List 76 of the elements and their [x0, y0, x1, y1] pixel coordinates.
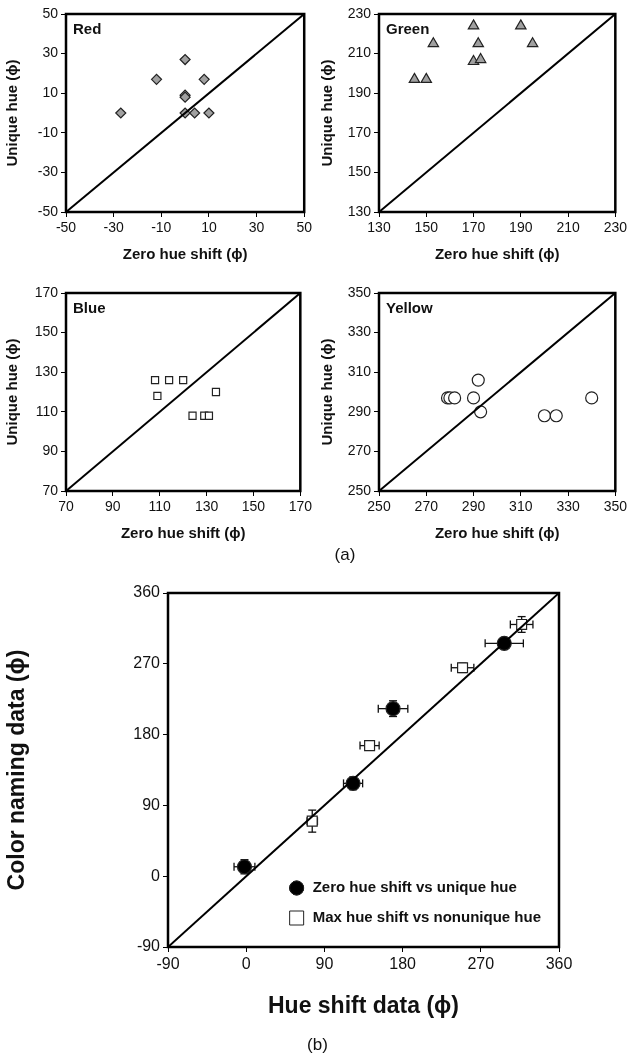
chart-title: Green — [386, 19, 430, 37]
y-tick-label: 230 — [347, 4, 372, 21]
y-tick-label: 0 — [151, 866, 161, 884]
y-tick-label: 250 — [347, 481, 372, 498]
x-tick-label: 360 — [545, 955, 573, 973]
y-tick-label: 150 — [34, 323, 59, 340]
chart-title: Red — [73, 19, 102, 37]
y-tick-label: 90 — [42, 442, 59, 459]
x-tick-label: 0 — [241, 955, 251, 973]
x-tick-label: 330 — [556, 498, 580, 515]
y-tick-label: 290 — [347, 402, 372, 419]
y-axis-title: Unique hue (ϕ) — [3, 338, 21, 446]
x-tick-label: -30 — [103, 219, 124, 236]
legend-label: Max hue shift vs nonunique hue — [312, 908, 542, 926]
y-tick-label: 270 — [347, 442, 372, 459]
y-axis-title: Unique hue (ϕ) — [3, 59, 21, 167]
y-tick-label: 190 — [347, 84, 372, 101]
x-axis-title: Zero hue shift (ϕ) — [434, 524, 560, 542]
x-axis-title: Hue shift data (ϕ) — [267, 991, 460, 1018]
x-axis-title: Zero hue shift (ϕ) — [122, 245, 248, 263]
y-tick-label: 170 — [34, 283, 59, 300]
y-axis-title: Unique hue (ϕ) — [318, 59, 336, 167]
chart-title: Yellow — [386, 298, 434, 316]
x-tick-label: 180 — [389, 955, 417, 973]
y-tick-label: 130 — [34, 363, 59, 380]
x-tick-label: 350 — [603, 498, 628, 515]
x-tick-label: 150 — [241, 498, 266, 515]
y-tick-label: -30 — [37, 163, 59, 180]
x-tick-label: 170 — [461, 219, 486, 236]
text: (b) — [306, 1035, 329, 1055]
x-axis-title: Zero hue shift (ϕ) — [120, 524, 246, 542]
x-tick-label: 210 — [556, 219, 580, 236]
x-tick-label: 290 — [461, 498, 486, 515]
y-tick-label: -10 — [37, 123, 59, 140]
y-tick-label: 50 — [42, 4, 59, 21]
x-tick-label: 30 — [248, 219, 265, 236]
y-tick-label: 170 — [347, 123, 372, 140]
x-tick-label: 150 — [414, 219, 439, 236]
y-tick-label: 270 — [133, 654, 161, 672]
y-tick-label: 70 — [42, 481, 59, 498]
y-tick-label: 90 — [142, 795, 161, 813]
y-tick-label: 210 — [347, 44, 372, 61]
y-tick-label: 10 — [42, 84, 59, 101]
x-tick-label: 250 — [367, 498, 391, 515]
x-tick-label: -50 — [55, 219, 77, 236]
x-tick-label: 50 — [296, 219, 313, 236]
x-tick-label: 130 — [367, 219, 391, 236]
y-tick-label: -90 — [136, 937, 161, 955]
y-axis-title: Color naming data (ϕ) — [3, 649, 30, 891]
x-tick-label: 90 — [315, 955, 334, 973]
x-tick-label: 270 — [414, 498, 439, 515]
y-tick-label: 30 — [42, 44, 59, 61]
y-tick-label: 150 — [347, 163, 372, 180]
x-tick-label: 10 — [201, 219, 217, 236]
y-tick-label: -50 — [37, 202, 59, 219]
y-tick-label: 350 — [347, 283, 372, 300]
y-tick-label: 110 — [35, 402, 59, 419]
x-tick-label: 90 — [105, 498, 121, 515]
legend-label: Zero hue shift vs unique hue — [312, 878, 517, 896]
x-tick-label: 170 — [288, 498, 313, 515]
x-tick-label: 270 — [467, 955, 495, 973]
y-tick-label: 330 — [347, 323, 372, 340]
y-tick-label: 360 — [133, 583, 161, 601]
y-tick-label: 130 — [347, 202, 372, 219]
text: (a) — [333, 545, 357, 565]
chart-title: Blue — [73, 298, 106, 316]
x-axis-title: Zero hue shift (ϕ) — [434, 245, 560, 263]
x-tick-label: 190 — [509, 219, 533, 236]
x-tick-label: -90 — [156, 955, 180, 973]
y-axis-title: Unique hue (ϕ) — [318, 338, 336, 446]
y-tick-label: 310 — [347, 363, 372, 380]
x-tick-label: 70 — [58, 498, 74, 515]
x-tick-label: 130 — [194, 498, 219, 515]
x-tick-label: 230 — [603, 219, 628, 236]
x-tick-label: 310 — [509, 498, 533, 515]
y-tick-label: 180 — [133, 725, 161, 743]
